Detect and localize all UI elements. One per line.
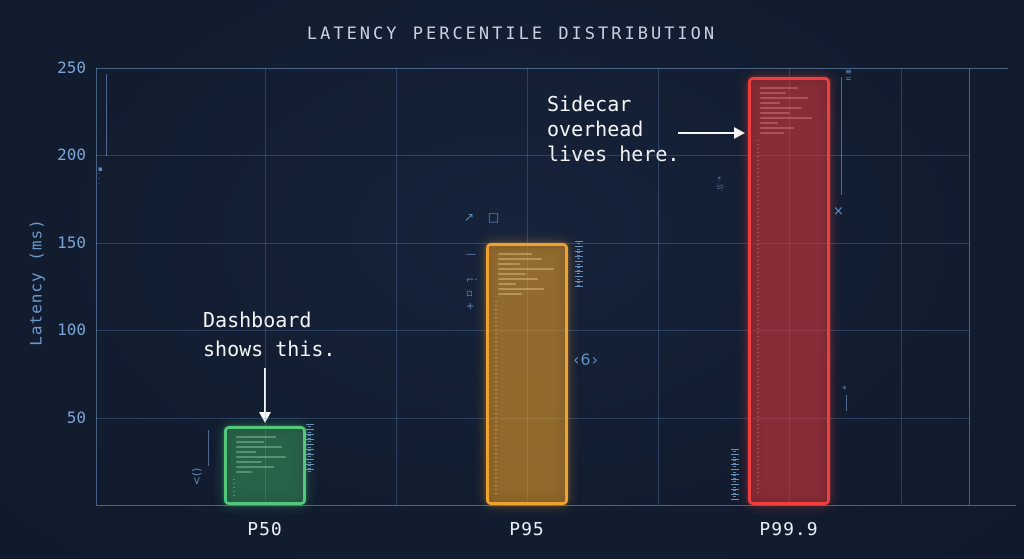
bar-code-texture: [236, 436, 286, 476]
bar-dot-texture: [233, 479, 235, 496]
decor-red-pin-line: [846, 395, 847, 411]
x-tick-label-p50: P50: [247, 519, 283, 540]
y-tick-label-50: 50: [66, 407, 86, 427]
bar-code-texture: [498, 253, 554, 298]
decor-orange-ruler: [575, 241, 583, 288]
decor-green-ruler: [306, 424, 314, 472]
decor-red-side-line: [841, 77, 842, 195]
annotation-sidecar-arrowhead-icon: [734, 127, 745, 139]
annotation-dashboard-arrowhead-icon: [259, 412, 271, 423]
gridline-v-3: [658, 68, 659, 505]
gridline-v-0: [265, 68, 266, 505]
bar-p99-9: [748, 77, 830, 505]
gridline-v-5: [901, 68, 902, 505]
chart-title: LATENCY PERCENTILE DISTRIBUTION: [306, 24, 718, 44]
decor-red-pin: *: [842, 385, 847, 395]
y-axis-line: [96, 68, 97, 505]
decor-orange-cursor: ↗ □: [464, 210, 505, 224]
y-tick-label-250: 250: [57, 58, 86, 77]
y-tick-label-150: 150: [57, 232, 86, 252]
decor-angle-six: ‹6›: [573, 350, 599, 369]
decor-red-ruler: [731, 449, 739, 501]
annotation-dashboard-arrow-line: [264, 368, 266, 413]
x-axis-line: [96, 505, 1016, 506]
decor-red-side-marks: ≡ =: [845, 67, 852, 83]
x-tick-label-p95: P95: [509, 519, 545, 540]
bar-p50: [224, 426, 306, 505]
y-tick-label-200: 200: [57, 145, 86, 165]
bar-dot-texture: [495, 301, 497, 496]
decor-orange-margin-stack: — ⌐· ▫ +: [466, 249, 478, 312]
y-tick-label-100: 100: [57, 320, 86, 340]
decor-red-x-mark: ×: [833, 204, 844, 219]
bar-code-texture: [760, 87, 812, 137]
annotation-sidecar-arrow-line: [678, 132, 735, 134]
gridline-h-250: [96, 68, 1008, 69]
annotation-sidecar: Sidecar overhead lives here.: [547, 92, 680, 166]
gridline-h-200: [96, 155, 969, 157]
decor-green-bracket-line: [208, 430, 209, 466]
decor-red-margin-marks: *·.||·: [713, 175, 726, 193]
x-tick-label-p99-9: P99.9: [759, 519, 819, 540]
decor-green-bracket: ()>: [190, 467, 204, 486]
gridline-v-1: [396, 68, 397, 505]
bar-dot-texture: [757, 140, 759, 496]
plot-right-border: [969, 68, 970, 505]
decor-axis-marker: ▪ · · ·: [98, 165, 103, 188]
annotation-dashboard: Dashboard shows this.: [203, 308, 336, 361]
bar-p95: [486, 243, 568, 505]
decor-axis-scan-line: [106, 74, 107, 156]
